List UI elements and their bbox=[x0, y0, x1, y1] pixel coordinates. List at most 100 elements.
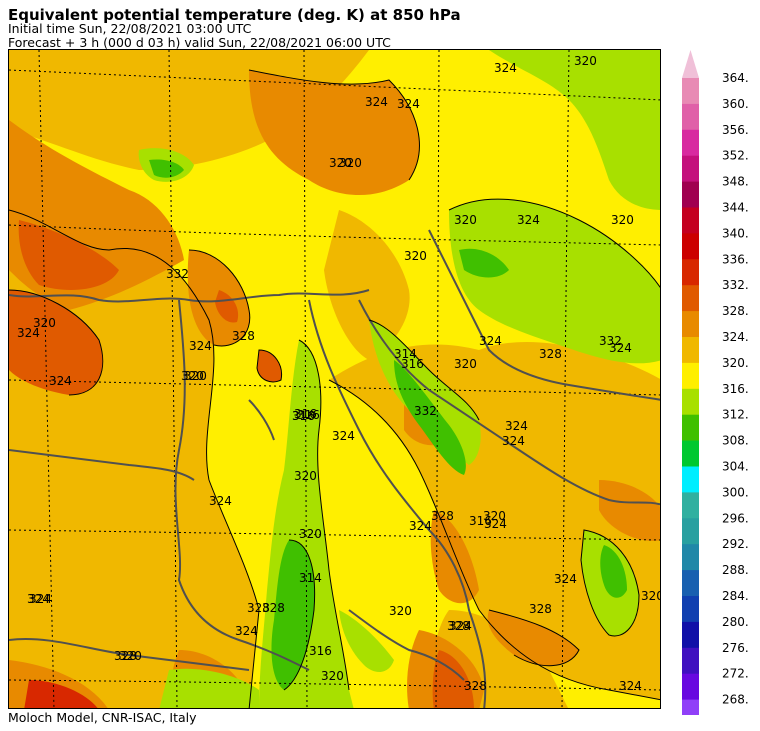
colorbar-swatch bbox=[682, 78, 699, 105]
contour-label: 332 bbox=[599, 334, 622, 348]
field-328 bbox=[430, 510, 479, 604]
colorbar-swatch bbox=[682, 673, 699, 701]
colorbar-swatch bbox=[682, 362, 699, 390]
contour-label: 324 bbox=[502, 434, 525, 448]
contour-label: 328 bbox=[529, 602, 552, 616]
colorbar-swatch bbox=[682, 518, 699, 545]
contour-label: 316 bbox=[292, 409, 315, 423]
field-316 bbox=[449, 199, 660, 364]
contour-label: 328 bbox=[232, 329, 255, 343]
colorbar-swatch bbox=[682, 570, 699, 597]
colorbar-swatch bbox=[682, 388, 699, 416]
colorbar-label: 288. bbox=[722, 563, 749, 577]
colorbar-label: 360. bbox=[722, 97, 749, 111]
contour-label: 324 bbox=[29, 592, 52, 606]
field-312 bbox=[149, 159, 184, 178]
colorbar-swatch bbox=[682, 466, 699, 493]
colorbar-swatch bbox=[682, 440, 699, 467]
colorbar-swatch bbox=[682, 129, 699, 157]
contour-label: 332 bbox=[414, 404, 437, 418]
colorbar-label: 364. bbox=[722, 71, 749, 85]
contour-label: 320 bbox=[454, 357, 477, 371]
field-332 bbox=[24, 680, 98, 708]
contour-label: 314 bbox=[299, 571, 322, 585]
colorbar-label: 352. bbox=[722, 149, 749, 163]
colorbar-label: 336. bbox=[722, 252, 749, 266]
colorbar-swatch bbox=[682, 621, 699, 649]
colorbar-label: 316. bbox=[722, 382, 749, 396]
contour-label: 324 bbox=[49, 374, 72, 388]
field-332 bbox=[9, 290, 103, 395]
colorbar-label: 344. bbox=[722, 201, 749, 215]
colorbar-label: 332. bbox=[722, 278, 749, 292]
contour-label: 324 bbox=[619, 679, 642, 693]
contour-label: 320 bbox=[299, 527, 322, 541]
initial-time: Initial time Sun, 22/08/2021 03:00 UTC bbox=[8, 21, 252, 36]
contour-label: 324 bbox=[332, 429, 355, 443]
colorbar-swatch bbox=[682, 103, 699, 131]
colorbar-label: 300. bbox=[722, 485, 749, 499]
colorbar-label: 296. bbox=[722, 511, 749, 525]
contour-label: 316 bbox=[309, 644, 332, 658]
colorbar-label: 272. bbox=[722, 667, 749, 681]
contour-label: 320 bbox=[181, 369, 204, 383]
contour-label: 314 bbox=[394, 347, 417, 361]
colorbar-label: 268. bbox=[722, 693, 749, 707]
colorbar-label: 312. bbox=[722, 408, 749, 422]
contour-label: 316 bbox=[294, 407, 317, 421]
contour-label: 324 bbox=[17, 326, 40, 340]
contour-label: 324 bbox=[484, 517, 507, 531]
colorbar-top-arrow bbox=[682, 50, 699, 78]
colorbar-swatch bbox=[682, 155, 699, 183]
field-316 bbox=[369, 320, 481, 465]
colorbar-label: 308. bbox=[722, 434, 749, 448]
contour-label: 320 bbox=[574, 54, 597, 68]
map-title: Equivalent potential temperature (deg. K… bbox=[8, 6, 461, 24]
contour-label: 324 bbox=[27, 592, 50, 606]
contour-label: 320 bbox=[454, 213, 477, 227]
field-312 bbox=[394, 360, 466, 475]
contour-label: 320 bbox=[321, 669, 344, 683]
contour-label: 320 bbox=[483, 509, 506, 523]
model-credit: Moloch Model, CNR-ISAC, Italy bbox=[8, 710, 197, 725]
colorbar-swatch bbox=[682, 259, 699, 286]
colorbar-label: 320. bbox=[722, 356, 749, 370]
contour-lines bbox=[9, 69, 660, 708]
colorbar-label: 280. bbox=[722, 615, 749, 629]
field-324 bbox=[324, 210, 410, 360]
graticule bbox=[9, 50, 660, 708]
colorbar: 364. 360. 356. 352. 348. 344. 340. 336. 332. 328.… bbox=[680, 50, 760, 715]
contour-label: 328 bbox=[447, 619, 470, 633]
colorbar-label: 276. bbox=[722, 641, 749, 655]
field-328 bbox=[249, 70, 420, 195]
field-316 bbox=[489, 50, 660, 210]
colorbar-swatch bbox=[682, 699, 699, 715]
contour-label: 324 bbox=[449, 619, 472, 633]
map-panel[interactable]: 324 324 320 324 320 324 320 316 320 316 … bbox=[8, 49, 661, 709]
contour-label: 316 bbox=[469, 514, 492, 528]
colorbar-label: 356. bbox=[722, 123, 749, 137]
colorbar-swatch bbox=[682, 233, 699, 260]
colorbar-swatch bbox=[682, 207, 699, 234]
contour-label: 320 bbox=[33, 316, 56, 330]
contour-label: 324 bbox=[479, 334, 502, 348]
contour-label: 332 bbox=[166, 267, 189, 281]
contour-label-group: 324 324 320 324 320 324 320 316 320 316 … bbox=[17, 54, 660, 693]
field-312 bbox=[271, 540, 315, 690]
contour-label: 324 bbox=[409, 519, 432, 533]
colorbar-label: 292. bbox=[722, 537, 749, 551]
contour-label: 324 bbox=[209, 494, 232, 508]
colorbar-swatch bbox=[682, 414, 699, 442]
colorbar-label: 328. bbox=[722, 304, 749, 318]
colorbar-swatch bbox=[682, 647, 699, 675]
contour-label: 320 bbox=[611, 213, 634, 227]
colorbar-swatch bbox=[682, 285, 699, 312]
contour-label: 324 bbox=[397, 97, 420, 111]
contour-label: 328 bbox=[114, 649, 137, 663]
field-328 bbox=[487, 610, 579, 666]
contour-label: 316 bbox=[292, 409, 315, 423]
contour-label: 324 bbox=[554, 572, 577, 586]
field-312 bbox=[600, 545, 627, 598]
contour-label: 320 bbox=[294, 469, 317, 483]
contour-label: 328 bbox=[539, 347, 562, 361]
